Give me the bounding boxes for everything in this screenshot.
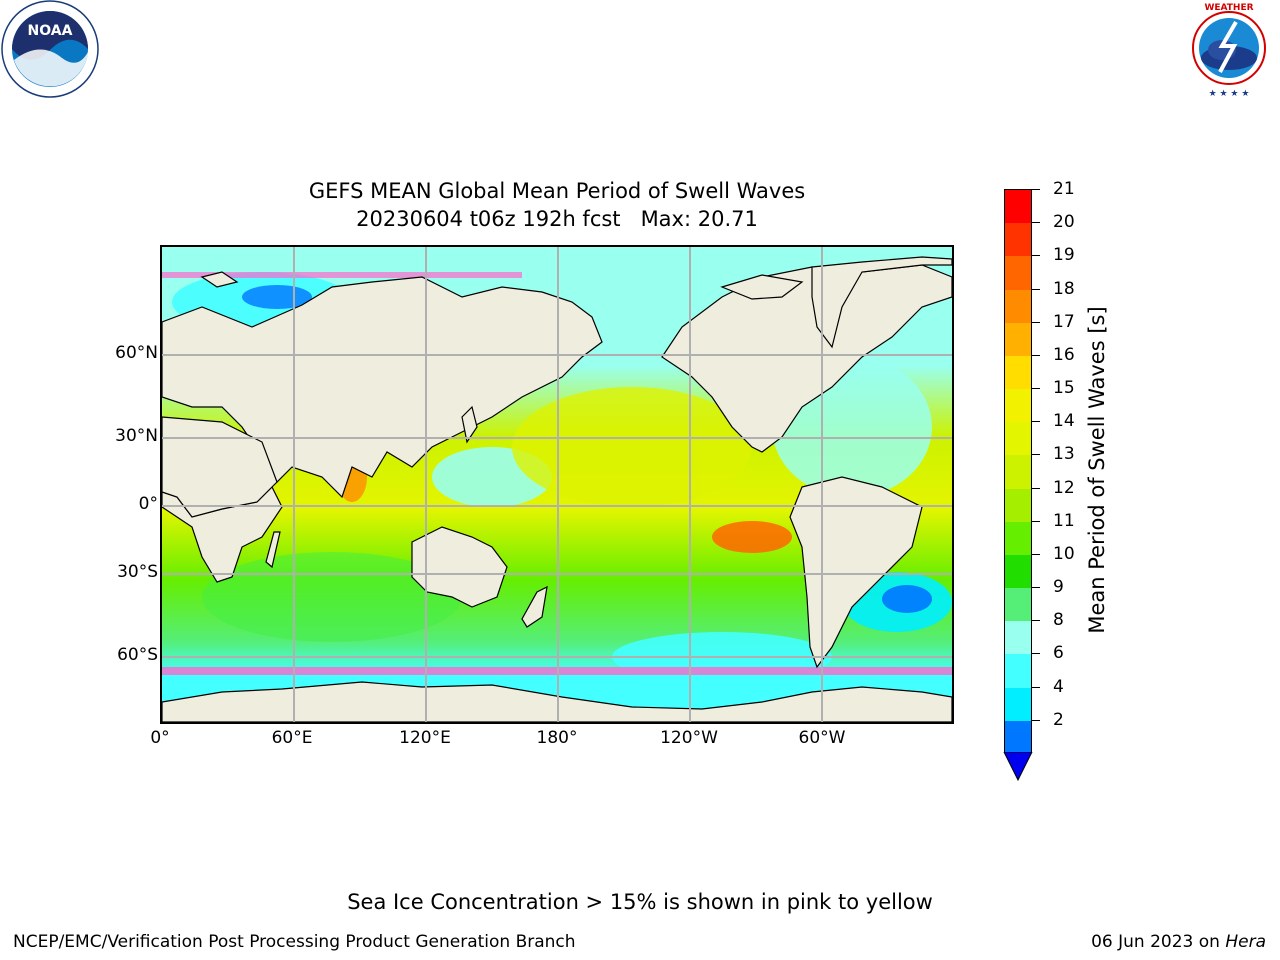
colorbar-tick-label: 6	[1053, 643, 1064, 664]
colorbar-tick-label: 4	[1053, 676, 1064, 697]
colorbar-tick-label: 10	[1053, 543, 1075, 564]
colorbar-segment	[1005, 554, 1031, 589]
lat-label-60s: 60°S	[117, 645, 158, 665]
swell-patch-s-atlantic-core	[882, 585, 932, 613]
lat-label-60n: 60°N	[115, 343, 158, 363]
colorbar-tick-label: 15	[1053, 378, 1075, 399]
lon-label-120e: 120°E	[399, 728, 451, 748]
colorbar-tick-label: 19	[1053, 245, 1075, 266]
colorbar-tick	[1032, 620, 1040, 622]
lon-label-120w: 120°W	[660, 728, 718, 748]
colorbar-segment	[1005, 521, 1031, 556]
land-africa-north	[162, 416, 278, 518]
colorbar-tick	[1032, 719, 1040, 721]
colorbar-segment	[1005, 355, 1031, 390]
graticule	[162, 247, 952, 722]
colorbar-segment	[1005, 389, 1031, 423]
lat-label-eq: 0°	[138, 494, 158, 514]
footer-machine: Hera	[1225, 932, 1266, 952]
land-greenland	[811, 256, 952, 349]
footer-date: 06 Jun 2023 on Hera	[1091, 932, 1266, 952]
lat-label-30n: 30°N	[115, 426, 158, 446]
colorbar-segment	[1005, 687, 1031, 722]
sea-ice-note: Sea Ice Concentration > 15% is shown in …	[347, 890, 933, 914]
sea-ice-arctic	[162, 272, 522, 278]
colorbar-segment	[1005, 621, 1031, 655]
colorbar-extend-arrow	[1003, 752, 1033, 782]
colorbar-tick-label: 18	[1053, 278, 1075, 299]
lon-label-0: 0°	[150, 728, 170, 748]
noaa-wordmark: NOAA	[28, 23, 73, 39]
colorbar-tick	[1032, 421, 1040, 423]
colorbar-segment	[1005, 720, 1031, 755]
colorbar-tick	[1032, 288, 1040, 290]
lon-label-180: 180°	[536, 728, 578, 748]
swell-patch-n-pacific	[512, 387, 752, 507]
lon-label-60e: 60°E	[271, 728, 313, 748]
lon-label-60w: 60°W	[798, 728, 846, 748]
colorbar-tick-label: 14	[1053, 411, 1075, 432]
colorbar-tick	[1032, 454, 1040, 456]
colorbar-tick	[1032, 686, 1040, 688]
colorbar-tick	[1032, 520, 1040, 522]
colorbar	[1004, 189, 1032, 755]
colorbar-segment	[1005, 190, 1031, 224]
lat-label-30s: 30°S	[117, 562, 158, 582]
noaa-logo: NOAA	[0, 0, 104, 100]
colorbar-segment	[1005, 223, 1031, 257]
colorbar-tick-label: 17	[1053, 311, 1075, 332]
land-svalbard	[200, 271, 239, 288]
svg-text:WEATHER: WEATHER	[1204, 3, 1253, 13]
land-north-america	[661, 264, 952, 453]
colorbar-tick-label: 21	[1053, 179, 1075, 199]
colorbar-tick	[1032, 587, 1040, 589]
colorbar-segment	[1005, 455, 1031, 490]
colorbar-title: Mean Period of Swell Waves [s]	[1085, 306, 1109, 634]
colorbar-tick	[1032, 487, 1040, 489]
colorbar-tick	[1032, 354, 1040, 356]
colorbar-segment	[1005, 588, 1031, 622]
map-panel	[160, 245, 954, 724]
land-masses	[162, 256, 952, 722]
colorbar-tick	[1032, 321, 1040, 323]
colorbar-tick-label: 9	[1053, 577, 1064, 598]
colorbar-tick	[1032, 189, 1040, 190]
colorbar-segment	[1005, 289, 1031, 324]
colorbar-segment	[1005, 322, 1031, 357]
colorbar-tick-label: 2	[1053, 709, 1064, 730]
colorbar-tick	[1032, 653, 1040, 655]
land-arctic-archipelago	[720, 274, 804, 300]
colorbar-tick-label: 13	[1053, 444, 1075, 465]
land-australia	[411, 526, 508, 608]
nws-logo: WEATHER ★ ★ ★ ★	[1178, 0, 1280, 100]
colorbar-tick-label: 16	[1053, 344, 1075, 365]
colorbar-tick	[1032, 222, 1040, 224]
svg-text:★ ★ ★ ★: ★ ★ ★ ★	[1209, 89, 1250, 99]
colorbar-tick-label: 8	[1053, 610, 1064, 631]
colorbar-tick-label: 11	[1053, 510, 1075, 531]
colorbar-segment	[1005, 256, 1031, 291]
land-new-zealand	[521, 585, 548, 628]
colorbar-segment	[1005, 488, 1031, 523]
colorbar-tick	[1032, 255, 1040, 257]
colorbar-tick-label: 12	[1053, 477, 1075, 498]
footer-credit: NCEP/EMC/Verification Post Processing Pr…	[13, 932, 576, 952]
swell-period-map	[162, 247, 952, 722]
colorbar-segment	[1005, 422, 1031, 456]
land-madagascar	[265, 531, 281, 569]
map-subtitle: 20230604 t06z 192h fcst Max: 20.71	[356, 207, 758, 231]
colorbar-segment	[1005, 654, 1031, 689]
land-japan	[461, 405, 478, 444]
colorbar-tick	[1032, 388, 1040, 390]
map-title: GEFS MEAN Global Mean Period of Swell Wa…	[308, 179, 806, 203]
colorbar-tick	[1032, 553, 1040, 555]
footer-date-text: 06 Jun 2023 on	[1091, 932, 1226, 952]
colorbar-tick-label: 20	[1053, 212, 1075, 233]
swell-patch-se-pacific-max	[712, 521, 792, 553]
